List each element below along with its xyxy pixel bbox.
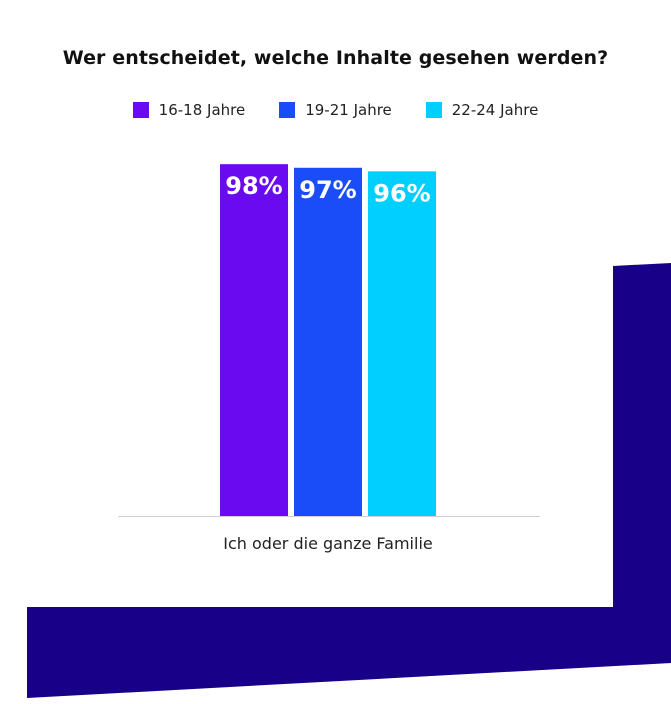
bar-22-24 Jahre	[368, 171, 436, 517]
bar-value-label: 97%	[299, 176, 356, 204]
legend-item-16-18: 16-18 Jahre	[132, 101, 246, 119]
legend-label: 22-24 Jahre	[451, 101, 539, 119]
bar-value-label: 98%	[225, 172, 282, 200]
legend: 16-18 Jahre 19-21 Jahre 22-24 Jahre	[0, 101, 671, 119]
legend-swatch	[279, 102, 296, 118]
bar-value-label: 96%	[373, 179, 430, 207]
legend-label: 19-21 Jahre	[305, 101, 392, 119]
legend-item-22-24: 22-24 Jahre	[425, 101, 539, 119]
bar-16-18 Jahre	[220, 164, 288, 516]
legend-swatch	[132, 102, 149, 118]
legend-label: 16-18 Jahre	[158, 101, 246, 119]
category-label: Ich oder die ganze Familie	[223, 534, 432, 553]
bar-19-21 Jahre	[294, 167, 362, 516]
legend-swatch	[425, 102, 442, 118]
legend-item-19-21: 19-21 Jahre	[279, 101, 392, 119]
chart-title: Wer entscheidet, welche Inhalte gesehen …	[62, 47, 609, 69]
